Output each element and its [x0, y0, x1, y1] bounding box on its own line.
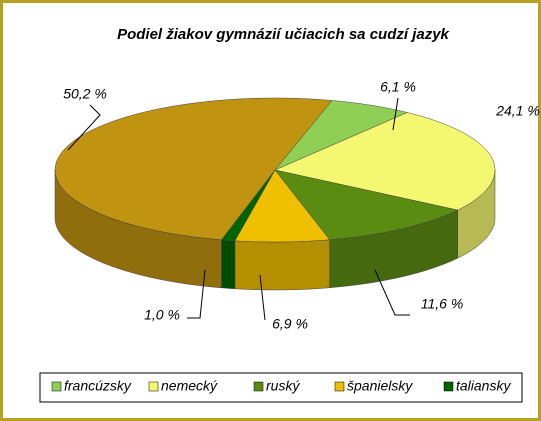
slice	[274, 112, 496, 211]
leader-line	[374, 269, 410, 316]
slice	[234, 169, 331, 243]
data-label: 50,2 %	[63, 86, 107, 102]
legend-swatch	[334, 381, 345, 392]
legend-label: francúzsky	[64, 378, 132, 394]
leader-line	[259, 274, 266, 321]
slice	[54, 97, 333, 241]
legend	[39, 372, 523, 403]
data-label: 1,0 %	[144, 307, 180, 323]
legend-swatch	[148, 381, 159, 392]
chart-title: Podiel žiakov gymnázií učiacich sa cudzí…	[117, 26, 449, 43]
legend-label: nemecký	[161, 378, 218, 394]
slice	[274, 169, 459, 241]
leader-line	[187, 269, 206, 319]
data-label: 24,1 %	[495, 103, 540, 119]
legend-swatch	[253, 381, 264, 392]
pie	[54, 97, 496, 291]
legend-swatch	[51, 381, 62, 392]
data-label: 11,6 %	[421, 296, 464, 312]
slice-side	[234, 239, 330, 291]
leader-line	[67, 104, 101, 151]
legend-items: francúzsky nemecký ruský španielsky taliansk…	[51, 378, 511, 394]
legend-label: španielsky	[347, 378, 413, 394]
data-label: 6,9 %	[272, 316, 308, 332]
leader-line	[392, 97, 399, 131]
legend-label: ruský	[266, 378, 300, 394]
legend-swatch	[443, 381, 454, 392]
leader-lines	[67, 97, 410, 321]
data-label: 6,1 %	[380, 79, 416, 95]
slice-side	[221, 239, 236, 290]
legend-label: taliansky	[456, 378, 511, 394]
